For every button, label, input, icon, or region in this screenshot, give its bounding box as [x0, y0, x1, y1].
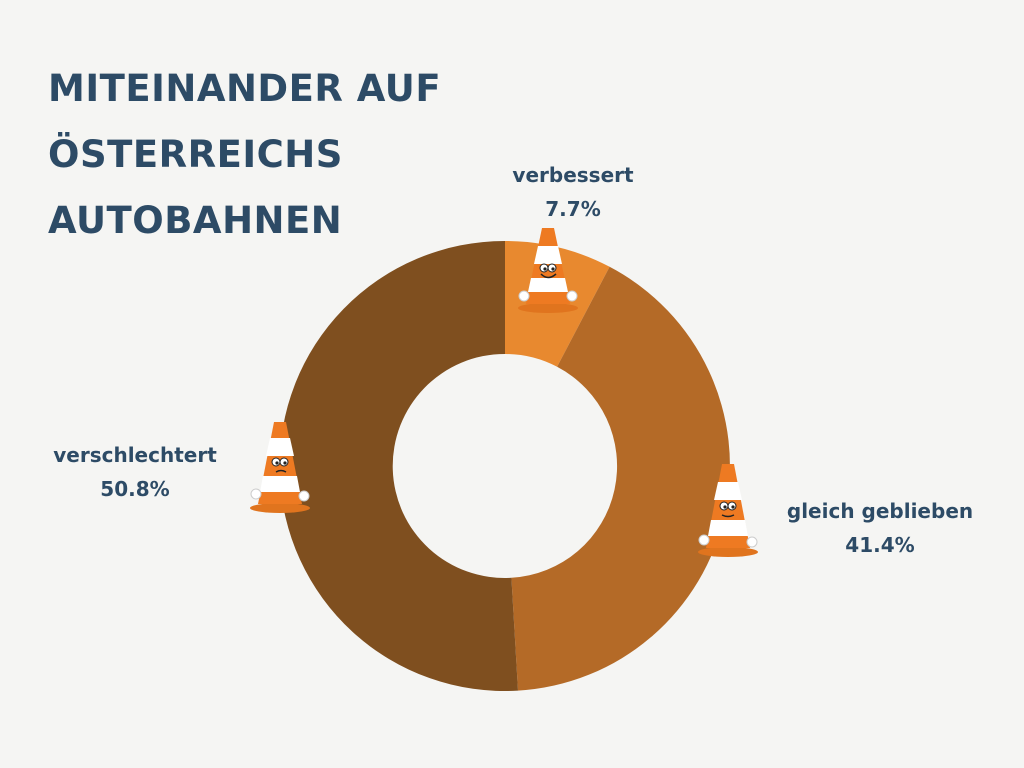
title-line-1: MITEINANDER AUF — [48, 67, 442, 110]
label-verschlechtert-value: 50.8% — [100, 477, 170, 501]
title-line-3: AUTOBAHNEN — [48, 199, 343, 242]
segment-verschlechtert[interactable] — [279, 240, 518, 691]
label-verbessert-name: verbessert — [512, 163, 634, 187]
chart-title: MITEINANDER AUF ÖSTERREICHS AUTOBAHNEN — [48, 56, 468, 254]
traffic-cone-happy-icon — [518, 228, 578, 313]
title-line-2: ÖSTERREICHS — [48, 133, 343, 176]
segment-gleich-geblieben[interactable] — [511, 266, 730, 691]
traffic-cone-sad-icon — [250, 422, 310, 513]
label-verbessert: verbessert 7.7% — [498, 158, 648, 226]
label-gleich-geblieben: gleich geblieben 41.4% — [770, 494, 990, 562]
traffic-cone-neutral-icon — [698, 464, 758, 557]
label-gleich-geblieben-name: gleich geblieben — [786, 499, 974, 523]
label-gleich-geblieben-value: 41.4% — [845, 533, 915, 557]
label-verschlechtert: verschlechtert 50.8% — [30, 438, 240, 506]
label-verschlechtert-name: verschlechtert — [53, 443, 217, 467]
label-verbessert-value: 7.7% — [545, 197, 601, 221]
